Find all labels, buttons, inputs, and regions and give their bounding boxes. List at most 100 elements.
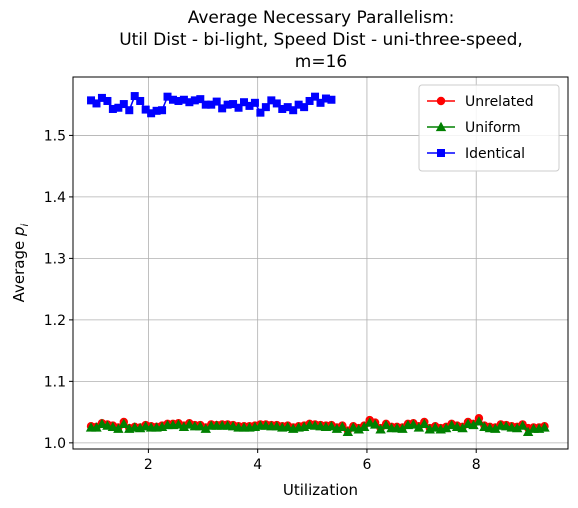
x-tick-label: 6: [362, 457, 371, 473]
y-tick-label: 1.4: [44, 190, 66, 206]
legend-marker: [435, 121, 447, 132]
data-point-identical: [147, 109, 156, 118]
legend-label: Unrelated: [465, 94, 534, 110]
data-point-uniform: [511, 422, 523, 433]
data-point-uniform: [173, 419, 184, 429]
data-point-identical: [152, 106, 161, 115]
data-point-identical: [261, 103, 270, 112]
data-point-uniform: [490, 423, 501, 433]
data-point-identical: [136, 96, 145, 105]
data-point-uniform: [113, 423, 124, 433]
data-point-uniform: [200, 423, 211, 433]
data-point-uniform: [195, 421, 206, 431]
x-tick-label: 2: [144, 457, 153, 473]
legend-item-unrelated: Unrelated: [427, 94, 534, 110]
data-point-uniform: [353, 424, 364, 434]
data-point-identical: [201, 100, 210, 109]
data-point-identical: [229, 100, 238, 109]
data-point-identical: [267, 96, 276, 105]
data-point-uniform: [522, 426, 534, 436]
data-point-identical: [223, 100, 232, 109]
data-point-uniform: [440, 422, 452, 433]
data-point-uniform: [457, 422, 468, 433]
chart-title-line-1: Average Necessary Parallelism:: [188, 8, 455, 28]
legend-item-uniform: Uniform: [427, 120, 521, 136]
x-tick-label: 8: [472, 457, 481, 473]
data-point-identical: [272, 99, 281, 108]
data-point-identical: [92, 99, 101, 108]
x-axis-label: Utilization: [283, 481, 358, 499]
data-point-identical: [300, 103, 309, 112]
data-point-identical: [278, 104, 287, 113]
y-axis-label-text: Average: [10, 236, 28, 302]
data-point-identical: [327, 95, 336, 104]
chart-title-line-3: m=16: [295, 52, 347, 72]
plot-series: [85, 92, 550, 436]
chart-title: Average Necessary Parallelism: Util Dist…: [119, 8, 523, 72]
data-point-identical: [130, 92, 139, 101]
y-tick-label: 1.2: [44, 313, 66, 329]
data-point-identical: [125, 106, 134, 115]
data-point-identical: [250, 98, 259, 107]
data-point-uniform: [413, 422, 425, 432]
legend-marker: [436, 96, 446, 106]
y-tick-label: 1.3: [44, 251, 66, 267]
data-point-uniform: [468, 419, 479, 430]
data-point-identical: [174, 96, 183, 105]
data-point-identical: [256, 108, 265, 117]
data-point-identical: [234, 103, 243, 112]
data-point-identical: [289, 106, 298, 115]
y-axis-label-subscript: i: [20, 223, 31, 226]
data-point-uniform: [419, 418, 430, 428]
data-point-identical: [218, 104, 227, 113]
data-point-identical: [245, 101, 254, 110]
data-point-identical: [168, 95, 177, 104]
data-point-identical: [103, 96, 112, 105]
data-point-identical: [119, 100, 128, 109]
data-point-identical: [311, 92, 320, 101]
legend: Unrelated Uniform Identical: [418, 84, 560, 172]
data-point-uniform: [375, 424, 386, 434]
y-axis-label: Average pi: [10, 223, 31, 302]
data-point-uniform: [397, 423, 408, 433]
data-point-uniform: [337, 421, 348, 432]
legend-marker: [437, 149, 445, 157]
data-point-uniform: [359, 421, 370, 432]
data-point-identical: [196, 95, 205, 104]
data-point-uniform: [118, 418, 130, 428]
chart-title-line-2: Util Dist - bi-light, Speed Dist - uni-t…: [119, 30, 523, 50]
data-point-uniform: [473, 416, 485, 426]
data-point-identical: [163, 92, 172, 101]
plot-frame: [72, 76, 569, 450]
data-point-identical: [190, 96, 199, 105]
data-point-uniform: [178, 421, 190, 432]
data-point-uniform: [380, 419, 392, 430]
data-point-identical: [316, 98, 325, 107]
data-point-uniform: [539, 422, 550, 432]
series-identical: [87, 92, 336, 118]
data-point-identical: [294, 100, 303, 109]
data-point-uniform: [342, 426, 354, 436]
legend-label: Identical: [465, 146, 525, 162]
y-tick-label: 1.0: [44, 436, 66, 452]
data-point-uniform: [408, 419, 419, 429]
data-point-uniform: [326, 421, 337, 431]
data-point-identical: [321, 94, 330, 103]
data-point-uniform: [517, 420, 528, 430]
data-point-identical: [114, 103, 123, 112]
y-tick-label: 1.1: [44, 374, 66, 390]
legend-label: Uniform: [465, 120, 521, 136]
data-point-identical: [185, 98, 194, 107]
data-point-identical: [87, 96, 96, 105]
y-axis-label-variable: p: [10, 226, 28, 237]
x-tick-label: 4: [253, 457, 262, 473]
legend-box: [418, 84, 560, 172]
data-point-identical: [108, 104, 117, 113]
legend-item-identical: Identical: [427, 146, 525, 162]
data-point-uniform: [91, 422, 102, 432]
data-point-identical: [97, 93, 106, 102]
data-point-identical: [240, 98, 249, 107]
axis-ticks: 2 4 6 8 1.0 1.1 1.2 1.3 1.4 1.5: [44, 128, 481, 473]
data-point-uniform: [369, 419, 381, 429]
data-point-identical: [305, 96, 314, 105]
